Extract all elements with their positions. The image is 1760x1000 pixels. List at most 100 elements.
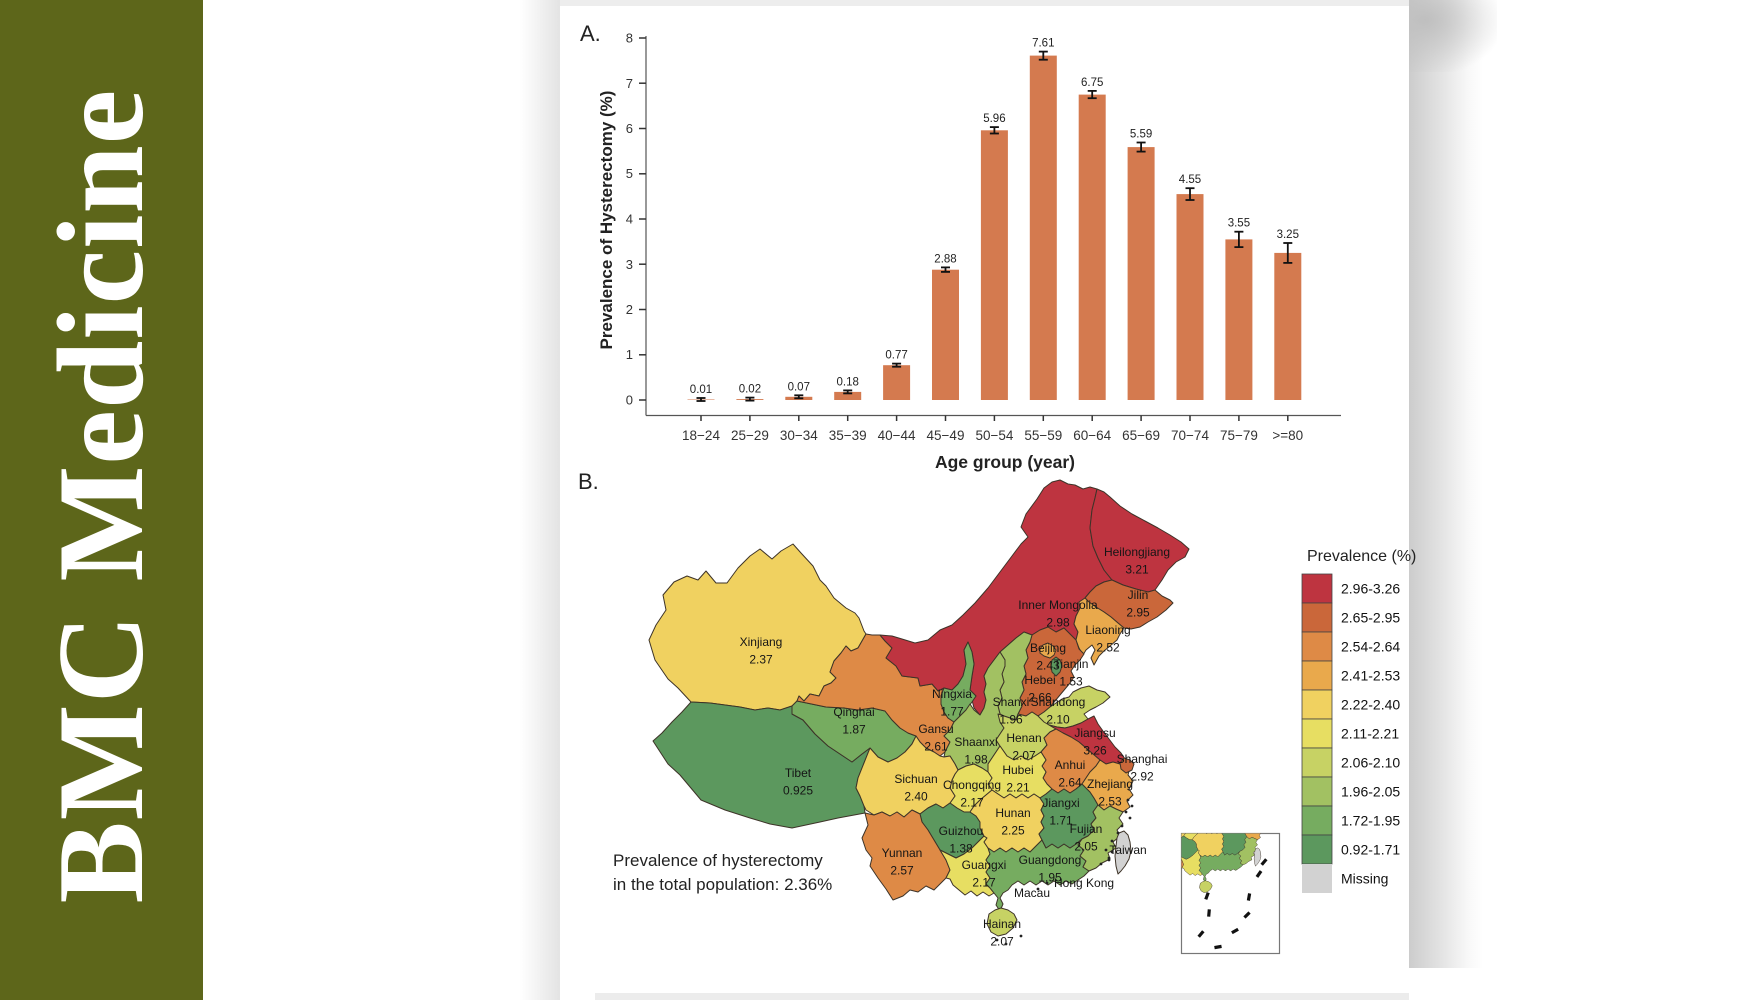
svg-text:Taiwan: Taiwan <box>1109 843 1146 857</box>
svg-text:Shandong: Shandong <box>1031 695 1086 709</box>
svg-text:Hubei: Hubei <box>1002 763 1033 777</box>
svg-text:Tibet: Tibet <box>785 766 812 780</box>
svg-text:Gansu: Gansu <box>918 722 953 736</box>
svg-text:0.02: 0.02 <box>739 384 761 396</box>
svg-text:Heilongjiang: Heilongjiang <box>1104 545 1170 559</box>
svg-text:8: 8 <box>626 31 633 46</box>
svg-text:Shanxi: Shanxi <box>993 695 1030 709</box>
svg-text:Hainan: Hainan <box>983 917 1021 931</box>
svg-text:0.92-1.71: 0.92-1.71 <box>1341 842 1400 858</box>
svg-text:0.18: 0.18 <box>837 376 859 388</box>
svg-text:Guangdong: Guangdong <box>1019 853 1082 867</box>
svg-text:2.98: 2.98 <box>1046 616 1070 630</box>
svg-text:Hunan: Hunan <box>995 806 1030 820</box>
svg-text:0.925: 0.925 <box>783 784 813 798</box>
svg-text:3.55: 3.55 <box>1228 218 1250 230</box>
svg-text:Qinghai: Qinghai <box>833 705 874 719</box>
svg-text:35−39: 35−39 <box>829 428 867 443</box>
svg-text:3: 3 <box>626 257 633 272</box>
svg-text:5: 5 <box>626 166 633 181</box>
svg-text:1.96: 1.96 <box>999 713 1023 727</box>
svg-text:65−69: 65−69 <box>1122 428 1160 443</box>
svg-text:2.64: 2.64 <box>1058 776 1082 790</box>
svg-text:1.87: 1.87 <box>842 723 866 737</box>
svg-text:60−64: 60−64 <box>1073 428 1111 443</box>
svg-text:2.05: 2.05 <box>1074 840 1098 854</box>
svg-text:Hong Kong: Hong Kong <box>1054 876 1114 890</box>
svg-text:Guangxi: Guangxi <box>962 858 1007 872</box>
svg-text:2.54-2.64: 2.54-2.64 <box>1341 639 1400 655</box>
svg-text:1.71: 1.71 <box>1049 814 1073 828</box>
svg-text:2.41-2.53: 2.41-2.53 <box>1341 668 1400 684</box>
svg-text:3.25: 3.25 <box>1277 229 1299 241</box>
svg-text:in the total population: 2.36%: in the total population: 2.36% <box>613 875 832 894</box>
svg-text:1.77: 1.77 <box>940 705 964 719</box>
svg-text:2.40: 2.40 <box>904 790 928 804</box>
svg-text:Shaanxi: Shaanxi <box>954 735 997 749</box>
svg-text:1.38: 1.38 <box>949 842 973 856</box>
svg-text:1.95: 1.95 <box>1038 871 1062 885</box>
svg-text:Jilin: Jilin <box>1128 588 1149 602</box>
svg-text:2.10: 2.10 <box>1046 713 1070 727</box>
svg-text:4.55: 4.55 <box>1179 174 1201 186</box>
svg-text:7.61: 7.61 <box>1032 38 1054 50</box>
svg-text:5.96: 5.96 <box>983 113 1005 125</box>
svg-text:55−59: 55−59 <box>1024 428 1062 443</box>
svg-text:Liaoning: Liaoning <box>1085 623 1130 637</box>
svg-text:2.52: 2.52 <box>1096 641 1120 655</box>
svg-text:70−74: 70−74 <box>1171 428 1209 443</box>
svg-text:0.07: 0.07 <box>788 381 810 393</box>
svg-text:Prevalence of Hysterectomy (%): Prevalence of Hysterectomy (%) <box>597 91 616 350</box>
svg-text:2.65-2.95: 2.65-2.95 <box>1341 610 1400 626</box>
svg-text:2.21: 2.21 <box>1006 781 1030 795</box>
svg-text:18−24: 18−24 <box>682 428 720 443</box>
svg-text:Anhui: Anhui <box>1055 758 1086 772</box>
svg-text:2.57: 2.57 <box>890 864 914 878</box>
svg-text:2.66: 2.66 <box>1028 691 1052 705</box>
svg-text:45−49: 45−49 <box>927 428 965 443</box>
svg-text:0.01: 0.01 <box>690 384 712 396</box>
svg-text:Beijing: Beijing <box>1030 641 1066 655</box>
svg-text:A.: A. <box>580 21 601 46</box>
svg-text:2.95: 2.95 <box>1126 606 1150 620</box>
svg-text:2.43: 2.43 <box>1036 659 1060 673</box>
svg-text:Guizhou: Guizhou <box>939 824 984 838</box>
svg-text:3.26: 3.26 <box>1083 744 1107 758</box>
svg-text:3.21: 3.21 <box>1125 563 1149 577</box>
svg-text:1.53: 1.53 <box>1059 675 1083 689</box>
svg-text:2.92: 2.92 <box>1130 770 1154 784</box>
svg-text:Henan: Henan <box>1006 731 1041 745</box>
svg-text:0.77: 0.77 <box>885 350 907 362</box>
svg-text:Tianjin: Tianjin <box>1054 657 1089 671</box>
svg-text:2.37: 2.37 <box>749 653 773 667</box>
svg-text:Sichuan: Sichuan <box>894 772 937 786</box>
svg-text:2.61: 2.61 <box>924 740 948 754</box>
svg-text:1.96-2.05: 1.96-2.05 <box>1341 784 1400 800</box>
svg-text:Chongqing: Chongqing <box>943 778 1001 792</box>
svg-text:2.53: 2.53 <box>1098 795 1122 809</box>
svg-text:40−44: 40−44 <box>878 428 916 443</box>
svg-text:Ningxia: Ningxia <box>932 687 972 701</box>
svg-text:Jiangxi: Jiangxi <box>1042 796 1079 810</box>
svg-text:2.06-2.10: 2.06-2.10 <box>1341 755 1400 771</box>
svg-text:1: 1 <box>626 347 633 362</box>
svg-text:Prevalence of hysterectomy: Prevalence of hysterectomy <box>613 851 823 870</box>
svg-text:4: 4 <box>626 212 633 227</box>
svg-text:2.07: 2.07 <box>1012 749 1036 763</box>
svg-text:2.88: 2.88 <box>934 253 956 265</box>
svg-text:25−29: 25−29 <box>731 428 769 443</box>
svg-text:Inner Mongolia: Inner Mongolia <box>1018 598 1098 612</box>
svg-text:Fujian: Fujian <box>1070 822 1103 836</box>
svg-text:2.96-3.26: 2.96-3.26 <box>1341 581 1400 597</box>
svg-text:B.: B. <box>578 469 599 494</box>
svg-text:Macau: Macau <box>1014 886 1050 900</box>
svg-text:Xinjiang: Xinjiang <box>740 635 783 649</box>
svg-text:50−54: 50−54 <box>975 428 1013 443</box>
svg-text:Age group (year): Age group (year) <box>935 452 1075 472</box>
svg-text:Zhejiang: Zhejiang <box>1087 777 1133 791</box>
svg-text:Jiangsu: Jiangsu <box>1074 726 1115 740</box>
svg-text:2.22-2.40: 2.22-2.40 <box>1341 697 1400 713</box>
svg-text:Hebei: Hebei <box>1024 673 1055 687</box>
svg-text:6: 6 <box>626 121 633 136</box>
svg-text:6.75: 6.75 <box>1081 77 1103 89</box>
